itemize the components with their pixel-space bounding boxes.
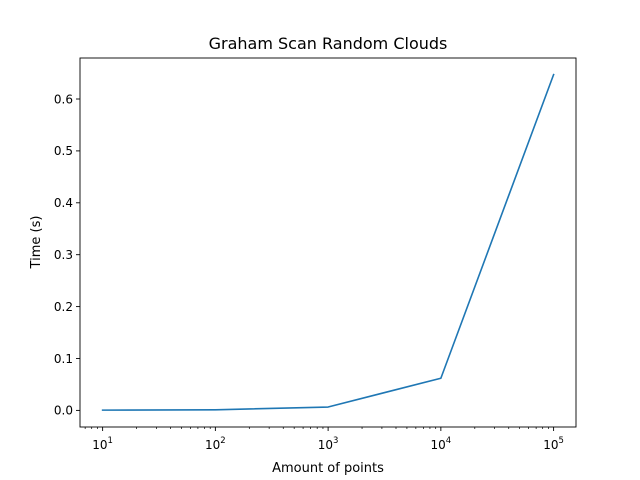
x-tick-label: 101: [92, 436, 113, 452]
y-tick-label: 0.0: [54, 404, 73, 418]
x-tick-base: 10: [431, 438, 446, 452]
y-axis-label: Time (s): [29, 216, 44, 270]
y-axis: 0.0 0.1 0.2 0.3 0.4 0.5 0.6: [54, 92, 80, 418]
x-tick-label: 102: [205, 436, 226, 452]
y-tick-label: 0.1: [54, 352, 73, 366]
x-axis: 101 102 103 104 105: [84, 427, 564, 452]
chart-title: Graham Scan Random Clouds: [209, 34, 448, 53]
x-tick-exponent: 2: [220, 436, 225, 446]
y-tick-label: 0.4: [54, 196, 73, 210]
y-tick-label: 0.6: [54, 92, 73, 106]
y-tick-label: 0.2: [54, 300, 73, 314]
x-tick-label: 104: [431, 436, 452, 452]
plot-area: [79, 57, 577, 428]
x-tick-exponent: 1: [108, 436, 113, 446]
x-tick-label: 103: [318, 436, 339, 452]
x-tick-base: 10: [92, 438, 107, 452]
x-axis-label: Amount of points: [272, 461, 384, 476]
series-line-0: [101, 73, 555, 411]
x-tick-base: 10: [543, 438, 558, 452]
x-tick-base: 10: [318, 438, 333, 452]
y-tick-label: 0.3: [54, 248, 73, 262]
series-layer: [101, 73, 555, 411]
y-tick-label: 0.5: [54, 144, 73, 158]
x-tick-exponent: 4: [446, 436, 451, 446]
x-tick-exponent: 5: [559, 436, 564, 446]
x-tick-label: 105: [543, 436, 564, 452]
x-tick-exponent: 3: [333, 436, 338, 446]
x-tick-base: 10: [205, 438, 220, 452]
